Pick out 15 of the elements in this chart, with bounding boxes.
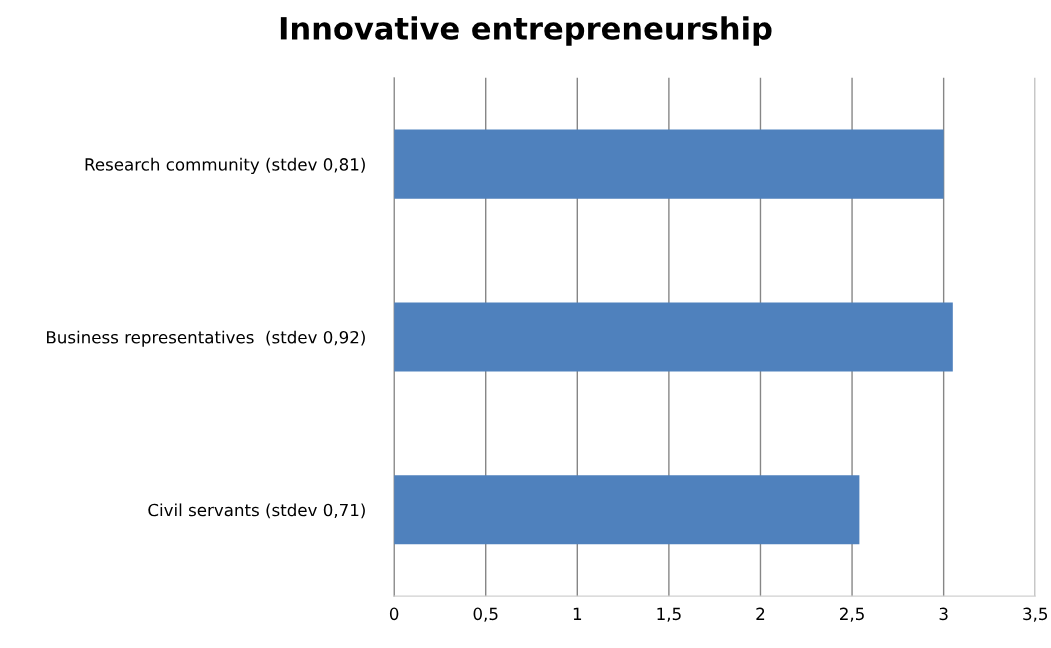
x-tick-label: 0,5	[473, 607, 498, 622]
y-tick-label: Business representatives (stdev 0,92)	[47, 330, 365, 347]
x-tick-label: 3,5	[1023, 607, 1048, 622]
chart-title: Innovative entrepreneurship	[280, 16, 772, 46]
y-tick-label: Research community (stdev 0,81)	[85, 157, 365, 174]
bar	[394, 475, 860, 545]
x-tick-label: 2	[756, 607, 765, 620]
y-tick-label: Civil servants (stdev 0,71)	[148, 503, 365, 519]
x-tick-label: 0	[389, 607, 399, 621]
x-tick-label: 1	[573, 607, 582, 620]
x-tick-label: 1,5	[657, 607, 681, 622]
bar	[394, 302, 953, 372]
x-tick-label: 2,5	[840, 607, 864, 622]
bar	[394, 129, 944, 199]
x-tick-label: 3	[939, 607, 948, 621]
